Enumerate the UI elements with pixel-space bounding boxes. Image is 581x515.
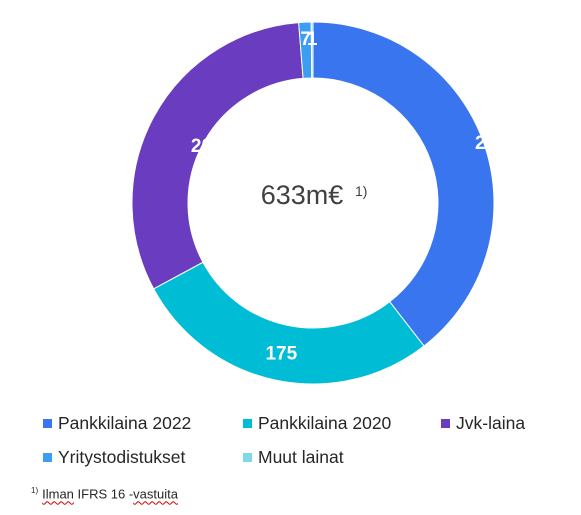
legend-swatch-muut-lainat <box>243 452 252 462</box>
legend-item-muut-lainat: Muut lainat <box>243 447 344 468</box>
slice-muut-lainat <box>310 21 314 79</box>
footnote-word-vastuita: vastuita <box>133 486 178 502</box>
legend-item-yritystodistukset: Yritystodistukset <box>43 447 243 468</box>
legend-item-pankkilaina-2020: Pankkilaina 2020 <box>243 413 441 434</box>
legend-swatch-pankkilaina-2022 <box>43 418 52 428</box>
data-label-pankkilaina-2020: 175 <box>265 344 297 365</box>
legend-item-pankkilaina-2022: Pankkilaina 2022 <box>43 413 243 434</box>
slice-labels: 250 175 200 71 <box>191 29 507 365</box>
legend-swatch-jvk-laina <box>441 418 450 428</box>
legend-row-2: Yritystodistukset Muut lainat <box>43 440 573 474</box>
slice-jvk-laina <box>131 22 304 290</box>
data-label-pankkilaina-2022: 250 <box>475 133 507 154</box>
legend-swatch-pankkilaina-2020 <box>243 418 252 428</box>
slice-pankkilaina-2022 <box>312 21 495 347</box>
legend-label-jvk-laina: Jvk-laina <box>456 412 526 433</box>
legend-label-yritystodistukset: Yritystodistukset <box>58 446 186 467</box>
data-label-yritystodistukset: 7 <box>300 29 311 50</box>
legend-row-1: Pankkilaina 2022 Pankkilaina 2020 Jvk-la… <box>43 406 573 440</box>
footnote-text: IFRS 16 - <box>73 486 134 502</box>
legend-label-pankkilaina-2020: Pankkilaina 2020 <box>258 412 392 433</box>
chart-legend: Pankkilaina 2022 Pankkilaina 2020 Jvk-la… <box>43 406 573 474</box>
legend-item-jvk-laina: Jvk-laina <box>441 413 525 434</box>
slice-pankkilaina-2020 <box>152 261 425 385</box>
donut-slices <box>131 21 495 385</box>
center-total-footnote-marker: 1) <box>355 183 367 199</box>
legend-label-muut-lainat: Muut lainat <box>258 446 344 467</box>
legend-swatch-yritystodistukset <box>43 452 52 462</box>
footnote-marker: 1) <box>31 486 39 495</box>
legend-label-pankkilaina-2022: Pankkilaina 2022 <box>58 412 192 433</box>
footnote: 1) Ilman IFRS 16 -vastuita <box>31 486 178 501</box>
donut-chart: 250 175 200 71 633m€ 1) <box>131 21 507 385</box>
data-label-jvk-laina: 200 <box>191 136 223 157</box>
center-total-label: 633m€ <box>261 180 344 210</box>
footnote-word-ilman: Ilman <box>42 486 74 502</box>
data-label-muut-lainat: 1 <box>307 29 318 50</box>
